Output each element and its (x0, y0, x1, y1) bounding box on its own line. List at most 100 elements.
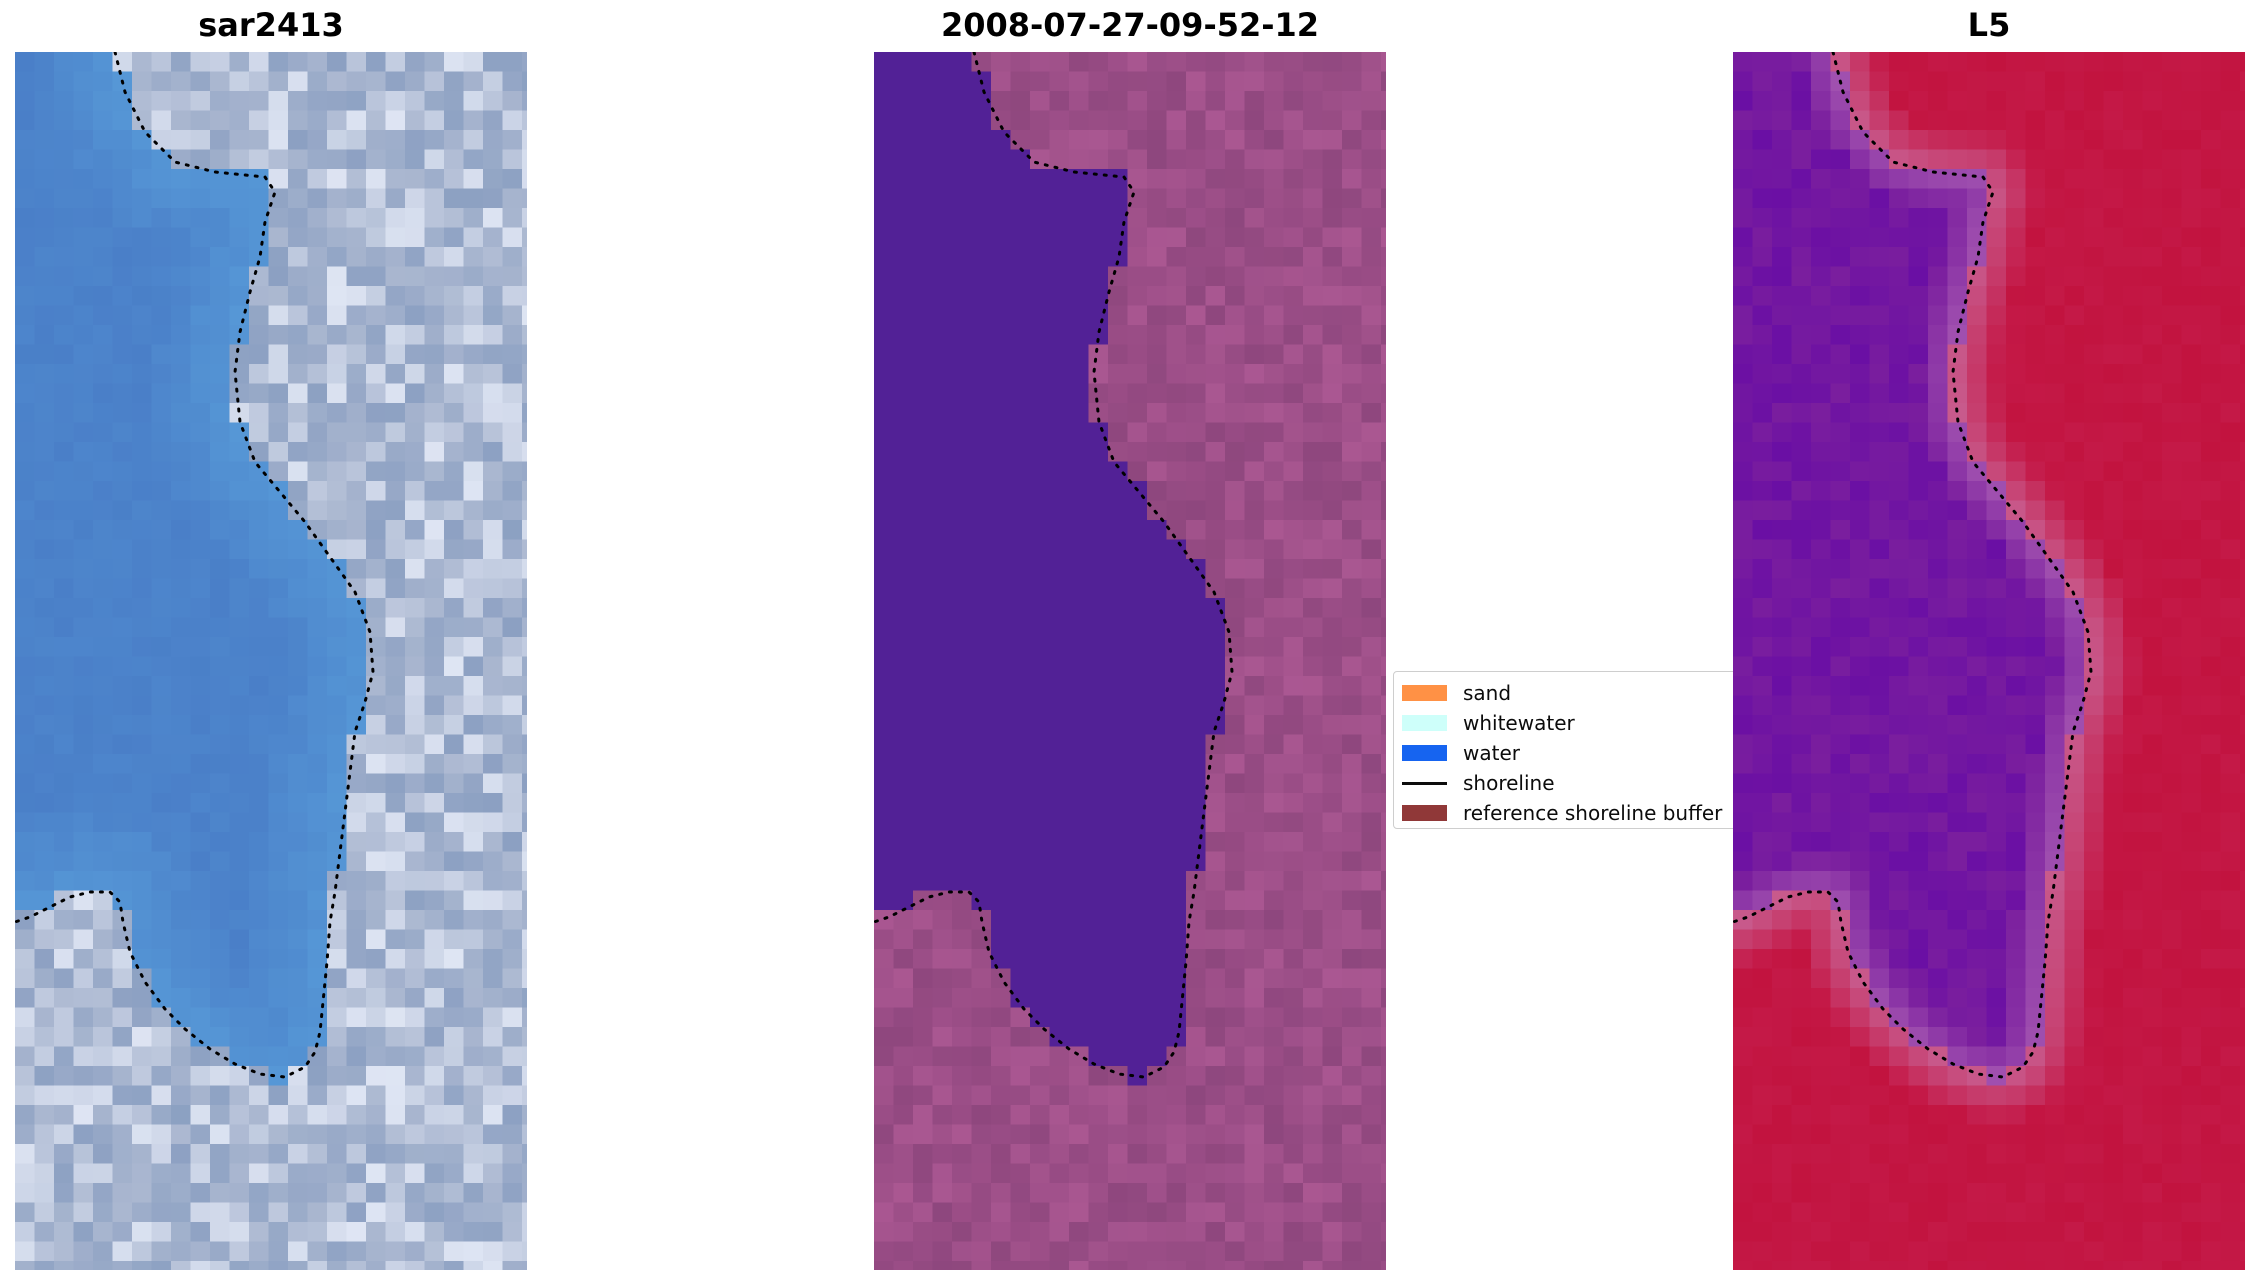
image-pixel (1850, 169, 1871, 190)
image-pixel (1244, 403, 1265, 424)
image-pixel (346, 1163, 367, 1184)
image-pixel (1030, 578, 1051, 599)
image-pixel (932, 1046, 953, 1067)
image-pixel (15, 1222, 36, 1243)
image-pixel (1166, 500, 1187, 521)
image-pixel (288, 1085, 309, 1106)
image-pixel (1908, 188, 1929, 209)
image-pixel (1322, 929, 1343, 950)
image-pixel (1733, 188, 1754, 209)
image-pixel (913, 910, 934, 931)
image-pixel (1733, 539, 1754, 560)
image-pixel (1108, 130, 1129, 151)
image-pixel (1908, 481, 1929, 502)
image-pixel (15, 208, 36, 229)
image-pixel (268, 1202, 289, 1223)
image-pixel (2123, 910, 2144, 931)
image-pixel (327, 169, 348, 190)
image-pixel (346, 871, 367, 892)
image-pixel (1381, 364, 1386, 385)
image-pixel (2220, 988, 2241, 1009)
image-pixel (2201, 598, 2222, 619)
image-pixel (1166, 442, 1187, 463)
image-pixel (2084, 1183, 2105, 1204)
image-pixel (1264, 266, 1285, 287)
image-pixel (327, 188, 348, 209)
image-pixel (2025, 1163, 2046, 1184)
image-pixel (210, 208, 231, 229)
image-pixel (346, 1183, 367, 1204)
image-pixel (1030, 305, 1051, 326)
image-pixel (15, 929, 36, 950)
image-pixel (34, 539, 55, 560)
image-pixel (522, 910, 527, 931)
image-pixel (893, 559, 914, 580)
image-pixel (1303, 364, 1324, 385)
image-pixel (1928, 364, 1949, 385)
image-pixel (1381, 169, 1386, 190)
image-pixel (2025, 286, 2046, 307)
image-pixel (2240, 91, 2245, 112)
image-pixel (54, 734, 75, 755)
image-pixel (346, 1261, 367, 1270)
image-pixel (502, 188, 523, 209)
image-pixel (893, 773, 914, 794)
image-pixel (405, 1027, 426, 1048)
image-pixel (1908, 1027, 1929, 1048)
image-pixel (307, 71, 328, 92)
image-pixel (366, 481, 387, 502)
image-pixel (1752, 208, 1773, 229)
image-pixel (1830, 130, 1851, 151)
image-pixel (1772, 520, 1793, 541)
image-pixel (1205, 461, 1226, 482)
image-pixel (1381, 344, 1386, 365)
image-pixel (171, 812, 192, 833)
image-pixel (1928, 832, 1949, 853)
image-pixel (2025, 130, 2046, 151)
image-pixel (1733, 1066, 1754, 1087)
image-pixel (1889, 71, 1910, 92)
image-pixel (2142, 968, 2163, 989)
image-pixel (502, 169, 523, 190)
image-pixel (1733, 71, 1754, 92)
image-pixel (112, 1163, 133, 1184)
image-pixel (1030, 559, 1051, 580)
image-pixel (15, 500, 36, 521)
image-pixel (249, 110, 270, 131)
image-pixel (171, 890, 192, 911)
image-pixel (1264, 890, 1285, 911)
image-pixel (1088, 1007, 1109, 1028)
image-pixel (2220, 1144, 2241, 1165)
image-pixel (1108, 578, 1129, 599)
image-pixel (1869, 1183, 1890, 1204)
image-pixel (1030, 481, 1051, 502)
image-pixel (73, 266, 94, 287)
image-pixel (249, 305, 270, 326)
image-pixel (1733, 1046, 1754, 1067)
image-pixel (1361, 325, 1382, 346)
image-pixel (1010, 968, 1031, 989)
image-pixel (1244, 1241, 1265, 1262)
image-pixel (1928, 442, 1949, 463)
image-pixel (971, 1124, 992, 1145)
image-pixel (1928, 1144, 1949, 1165)
image-pixel (1049, 188, 1070, 209)
image-pixel (2123, 442, 2144, 463)
image-pixel (1752, 227, 1773, 248)
image-pixel (971, 1241, 992, 1262)
image-pixel (2084, 247, 2105, 268)
image-pixel (1752, 637, 1773, 658)
image-pixel (190, 1241, 211, 1262)
image-pixel (1049, 169, 1070, 190)
image-pixel (385, 247, 406, 268)
image-pixel (15, 1144, 36, 1165)
image-pixel (73, 169, 94, 190)
image-pixel (1791, 91, 1812, 112)
image-pixel (2103, 1085, 2124, 1106)
image-pixel (1869, 832, 1890, 853)
image-pixel (2045, 1027, 2066, 1048)
image-pixel (1811, 188, 1832, 209)
image-pixel (346, 71, 367, 92)
image-pixel (1264, 1124, 1285, 1145)
image-pixel (522, 754, 527, 775)
